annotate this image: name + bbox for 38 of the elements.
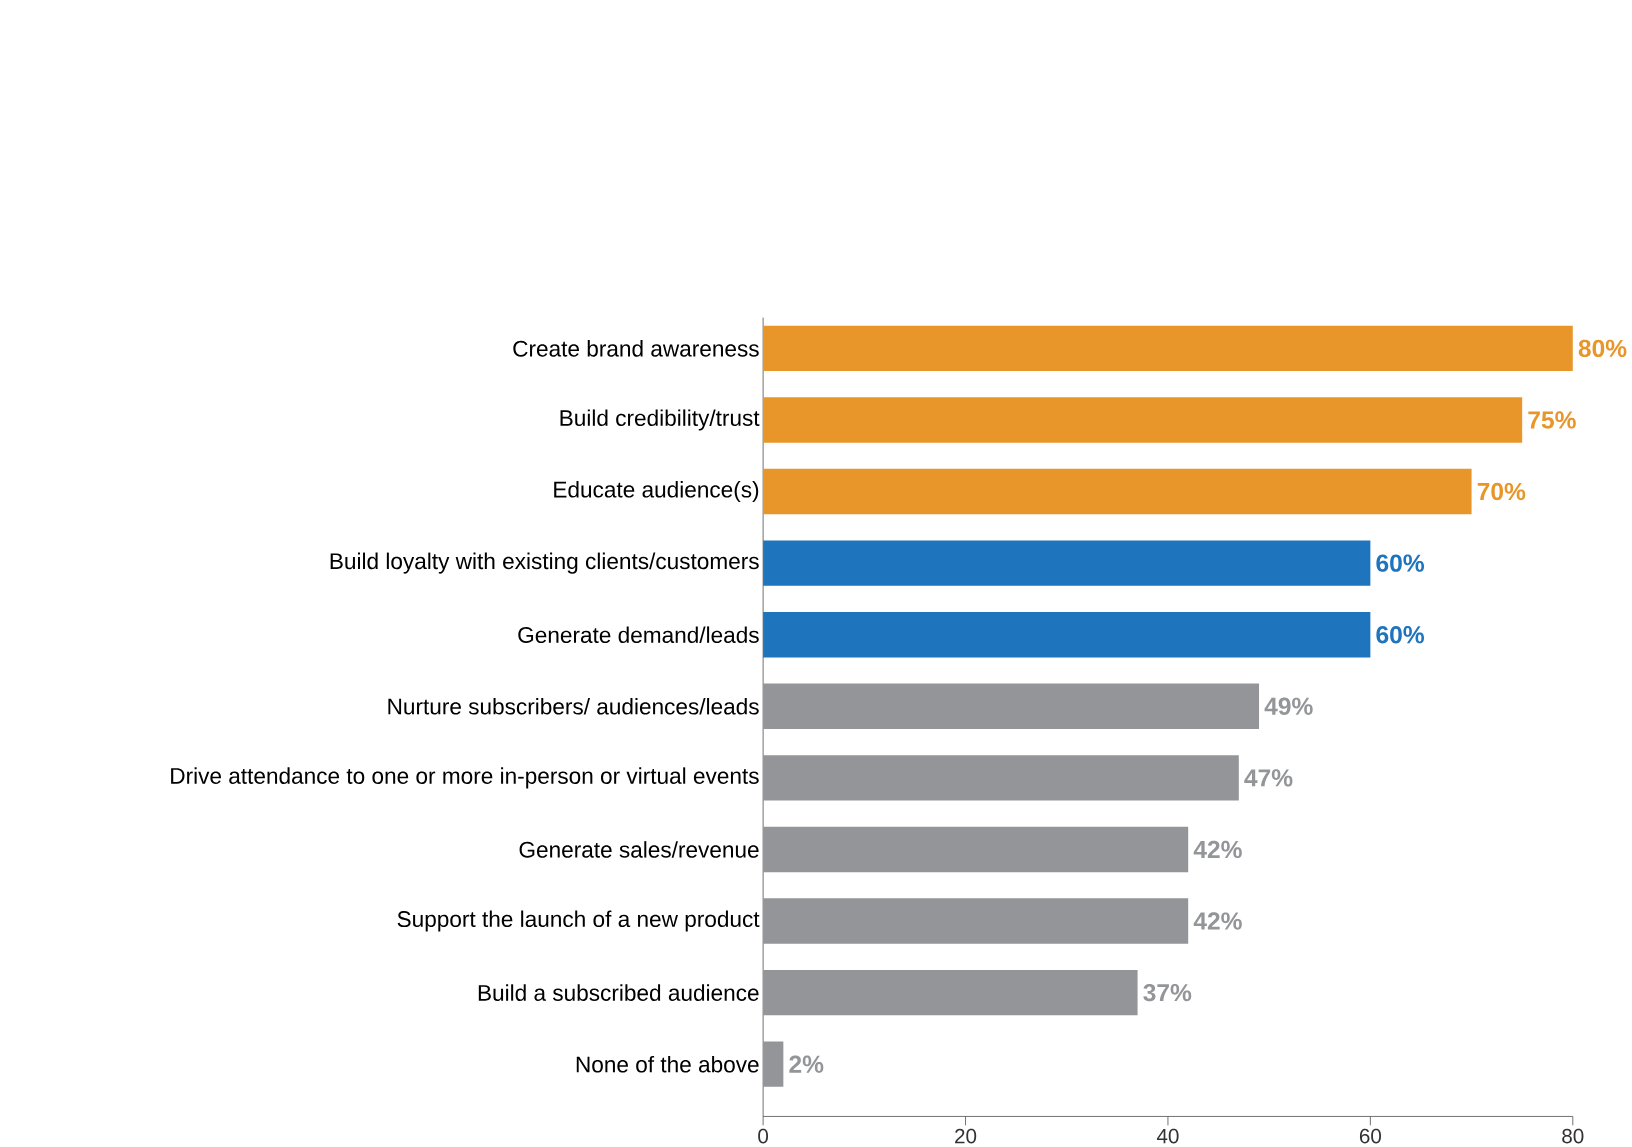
x-tick-label: 40 bbox=[1156, 1128, 1179, 1144]
y-tick-label: Build loyalty with existing clients/customers bbox=[330, 552, 759, 574]
y-tick-label: Support the launch of a new product bbox=[397, 910, 760, 932]
y-tick-label: Generate sales/revenue bbox=[519, 841, 759, 858]
x-tick-label: 80 bbox=[1562, 1128, 1584, 1144]
y-tick-label: Educate audience(s) bbox=[554, 481, 759, 503]
bar bbox=[763, 397, 1523, 443]
x-tick-label: 60 bbox=[1359, 1128, 1382, 1144]
y-tick-label: Create brand awareness bbox=[513, 340, 759, 357]
data-label: 49% bbox=[1264, 697, 1313, 716]
data-label: 42% bbox=[1193, 840, 1242, 859]
x-tick-label: 20 bbox=[955, 1128, 977, 1144]
data-label: 60% bbox=[1376, 626, 1424, 644]
bar bbox=[763, 826, 1189, 873]
y-tick-label: Generate demand/leads bbox=[518, 626, 759, 644]
bar bbox=[763, 970, 1138, 1016]
data-label: 70% bbox=[1477, 483, 1526, 501]
y-tick-label: Build credibility/trust bbox=[560, 409, 760, 431]
bar bbox=[763, 612, 1371, 658]
data-label: 37% bbox=[1143, 984, 1192, 1002]
bar bbox=[763, 469, 1472, 515]
bar bbox=[763, 1041, 784, 1088]
bar bbox=[763, 755, 1239, 801]
bar bbox=[763, 325, 1573, 372]
data-label: 47% bbox=[1244, 769, 1293, 787]
bar bbox=[763, 898, 1189, 944]
y-tick-label: Build a subscribed audience bbox=[478, 984, 759, 1002]
y-tick-label: None of the above bbox=[576, 1056, 759, 1073]
y-tick-label: Drive attendance to one or more in-person or virtual events bbox=[171, 767, 759, 789]
data-label: 75% bbox=[1528, 411, 1576, 429]
x-tick-label: 0 bbox=[758, 1128, 769, 1144]
bar bbox=[763, 683, 1260, 730]
bar bbox=[763, 540, 1371, 586]
data-label: 60% bbox=[1376, 554, 1424, 572]
data-label: 42% bbox=[1193, 912, 1242, 930]
data-label: 2% bbox=[789, 1055, 824, 1074]
y-tick-label: Nurture subscribers/ audiences/leads bbox=[388, 698, 759, 715]
data-label: 80% bbox=[1578, 339, 1627, 358]
